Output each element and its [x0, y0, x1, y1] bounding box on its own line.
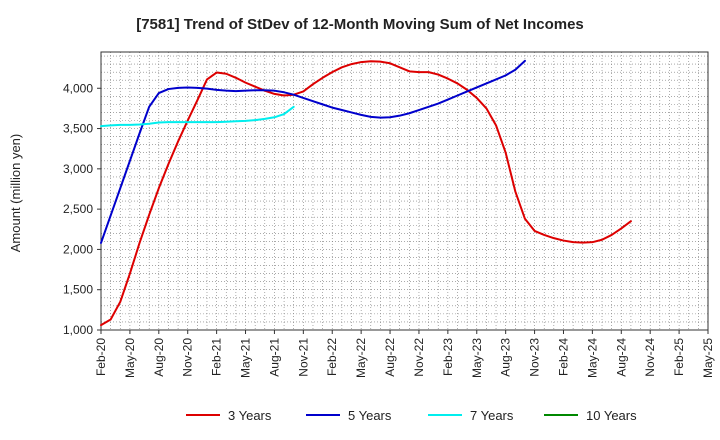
x-tick-label: Aug-24: [614, 338, 628, 377]
x-tick-label: May-24: [585, 338, 599, 378]
tick-label-layer: 1,000 1,500 2,000 2,500 3,000 3,500 4,000 Feb-2…: [63, 81, 715, 378]
legend-item-7-years: 7 Years: [428, 404, 513, 426]
legend: 3 Years 5 Years 7 Years 10 Years: [0, 404, 720, 426]
x-tick-label: Nov-22: [412, 338, 426, 377]
legend-label: 7 Years: [470, 407, 514, 423]
x-tick-label: May-25: [701, 338, 715, 378]
y-tick-label: 3,000: [63, 162, 93, 176]
legend-label: 3 Years: [228, 407, 272, 423]
y-axis-label: Amount (million yen): [8, 134, 23, 253]
legend-swatch: [428, 414, 462, 416]
plot-frame: [100, 51, 709, 331]
x-tick-label: Nov-21: [296, 338, 310, 377]
series-line-7-years: [100, 105, 295, 128]
y-tick-label: 1,500: [63, 283, 93, 297]
y-tick-label: 1,000: [63, 323, 93, 337]
series-layer: [100, 59, 632, 327]
series-line-5-years: [100, 59, 526, 244]
x-tick-label: Feb-22: [325, 338, 339, 376]
y-tick-label: 4,000: [63, 81, 93, 95]
x-tick-label: Nov-20: [181, 338, 195, 377]
y-tick-label: 2,500: [63, 202, 93, 216]
legend-swatch: [186, 414, 220, 416]
y-tick-label: 2,000: [63, 242, 93, 256]
legend-item-5-years: 5 Years: [306, 404, 391, 426]
y-tick-label: 3,500: [63, 122, 93, 136]
x-tick-label: May-20: [123, 338, 137, 378]
chart-title: [7581] Trend of StDev of 12-Month Moving…: [136, 16, 584, 33]
legend-label: 5 Years: [348, 407, 392, 423]
x-tick-label: Feb-20: [94, 338, 108, 376]
legend-item-10-years: 10 Years: [544, 404, 637, 426]
x-tick-label: Aug-21: [267, 338, 281, 377]
x-tick-label: Feb-24: [556, 338, 570, 376]
x-tick-label: Aug-22: [383, 338, 397, 377]
x-tick-label: Nov-23: [528, 338, 542, 377]
series-line-3-years: [100, 60, 632, 327]
legend-swatch: [544, 414, 578, 416]
x-tick-label: May-21: [239, 338, 253, 378]
grid-layer: [100, 52, 709, 331]
legend-item-3-years: 3 Years: [186, 404, 271, 426]
legend-label: 10 Years: [586, 407, 637, 423]
x-tick-label: May-23: [470, 338, 484, 378]
legend-swatch: [306, 414, 340, 416]
x-tick-label: Feb-25: [672, 338, 686, 376]
x-tick-label: Feb-23: [441, 338, 455, 376]
x-tick-label: Feb-21: [210, 338, 224, 376]
x-tick-label: Nov-24: [643, 338, 657, 377]
x-tick-label: Aug-20: [152, 338, 166, 377]
axis-layer: [97, 51, 709, 334]
x-tick-label: Aug-23: [499, 338, 513, 377]
x-tick-label: May-22: [354, 338, 368, 378]
